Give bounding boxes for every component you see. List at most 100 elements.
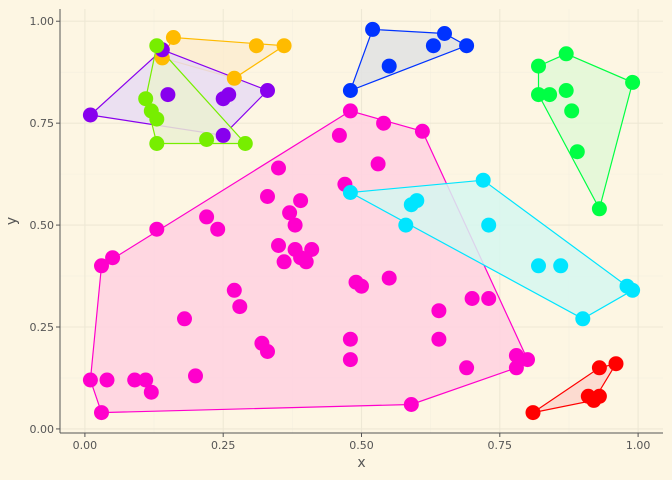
data-point-cluster-3 bbox=[381, 58, 397, 74]
data-point-cluster-0 bbox=[105, 250, 121, 266]
data-point-cluster-1 bbox=[531, 258, 546, 274]
data-point-cluster-0 bbox=[149, 221, 165, 237]
data-point-cluster-7 bbox=[149, 136, 165, 151]
data-point-cluster-0 bbox=[464, 291, 480, 306]
data-point-cluster-5 bbox=[248, 38, 264, 54]
data-point-cluster-0 bbox=[260, 344, 275, 359]
data-point-cluster-7 bbox=[237, 136, 253, 151]
y-tick-label: 0.50 bbox=[30, 219, 55, 232]
x-tick-label: 0.25 bbox=[211, 439, 236, 452]
data-point-cluster-0 bbox=[370, 156, 386, 172]
data-point-cluster-6 bbox=[260, 83, 275, 98]
data-point-cluster-0 bbox=[94, 258, 109, 274]
data-point-cluster-0 bbox=[127, 372, 143, 388]
y-tick-label: 0.25 bbox=[30, 321, 55, 334]
y-tick-label: 0.00 bbox=[30, 423, 55, 436]
data-point-cluster-3 bbox=[342, 83, 358, 98]
data-point-cluster-2 bbox=[625, 74, 641, 90]
data-point-cluster-6 bbox=[160, 87, 176, 103]
data-point-cluster-7 bbox=[138, 91, 154, 107]
data-point-cluster-0 bbox=[354, 278, 369, 294]
data-point-cluster-1 bbox=[481, 217, 497, 233]
data-point-cluster-2 bbox=[591, 201, 607, 217]
data-point-cluster-6 bbox=[82, 107, 98, 123]
x-tick-label: 0.00 bbox=[73, 439, 98, 452]
data-point-cluster-5 bbox=[226, 70, 242, 86]
x-tick-label: 0.75 bbox=[488, 439, 513, 452]
data-point-cluster-5 bbox=[276, 38, 292, 54]
data-point-cluster-0 bbox=[99, 372, 115, 388]
data-point-cluster-0 bbox=[287, 217, 303, 233]
data-point-cluster-2 bbox=[531, 58, 546, 74]
data-point-cluster-0 bbox=[342, 103, 358, 119]
data-point-cluster-0 bbox=[293, 193, 309, 209]
data-point-cluster-0 bbox=[431, 331, 447, 347]
data-point-cluster-0 bbox=[210, 221, 226, 237]
data-point-cluster-0 bbox=[226, 282, 242, 298]
data-points bbox=[82, 21, 641, 421]
x-axis-title: x bbox=[357, 455, 365, 471]
data-point-cluster-0 bbox=[381, 270, 397, 286]
data-point-cluster-1 bbox=[409, 193, 425, 209]
data-point-cluster-6 bbox=[215, 127, 231, 143]
data-point-cluster-0 bbox=[199, 209, 215, 225]
data-point-cluster-0 bbox=[459, 360, 475, 376]
data-point-cluster-0 bbox=[138, 372, 154, 388]
y-tick-label: 0.75 bbox=[30, 117, 55, 130]
data-point-cluster-5 bbox=[165, 30, 181, 45]
data-point-cluster-7 bbox=[149, 111, 165, 127]
data-point-cluster-0 bbox=[414, 123, 430, 139]
data-point-cluster-0 bbox=[260, 189, 275, 204]
data-point-cluster-3 bbox=[365, 21, 381, 37]
data-point-cluster-0 bbox=[276, 254, 292, 270]
data-point-cluster-7 bbox=[149, 38, 165, 54]
data-point-cluster-0 bbox=[82, 372, 98, 388]
data-point-cluster-2 bbox=[558, 46, 574, 62]
data-point-cluster-3 bbox=[425, 38, 441, 54]
data-point-cluster-4 bbox=[525, 405, 541, 421]
data-point-cluster-3 bbox=[437, 26, 452, 41]
data-point-cluster-1 bbox=[398, 217, 414, 233]
y-tick-label: 1.00 bbox=[30, 15, 55, 28]
data-point-cluster-0 bbox=[403, 397, 419, 412]
y-axis-title: y bbox=[4, 217, 20, 225]
data-point-cluster-0 bbox=[188, 368, 203, 384]
data-point-cluster-0 bbox=[342, 331, 358, 347]
data-point-cluster-0 bbox=[520, 352, 535, 368]
data-point-cluster-6 bbox=[221, 87, 237, 103]
data-point-cluster-4 bbox=[591, 388, 607, 404]
data-point-cluster-2 bbox=[531, 87, 546, 103]
data-point-cluster-4 bbox=[608, 356, 624, 372]
data-point-cluster-1 bbox=[553, 258, 569, 274]
data-point-cluster-2 bbox=[569, 144, 585, 160]
data-point-cluster-0 bbox=[143, 384, 159, 400]
data-point-cluster-0 bbox=[304, 242, 320, 257]
data-point-cluster-2 bbox=[558, 83, 574, 98]
data-point-cluster-0 bbox=[376, 115, 392, 131]
data-point-cluster-2 bbox=[564, 103, 580, 119]
data-point-cluster-3 bbox=[459, 38, 475, 54]
data-point-cluster-7 bbox=[199, 132, 215, 147]
data-point-cluster-0 bbox=[271, 160, 286, 176]
x-tick-label: 1.00 bbox=[626, 439, 651, 452]
data-point-cluster-0 bbox=[508, 360, 524, 376]
data-point-cluster-0 bbox=[342, 352, 358, 368]
data-point-cluster-0 bbox=[431, 303, 447, 319]
data-point-cluster-0 bbox=[282, 205, 298, 221]
data-point-cluster-1 bbox=[575, 311, 591, 327]
data-point-cluster-0 bbox=[232, 299, 248, 315]
data-point-cluster-0 bbox=[94, 405, 109, 421]
data-point-cluster-1 bbox=[625, 282, 641, 298]
data-point-cluster-0 bbox=[331, 127, 347, 143]
data-point-cluster-1 bbox=[475, 172, 491, 188]
data-point-cluster-1 bbox=[342, 185, 358, 200]
data-point-cluster-2 bbox=[542, 87, 558, 103]
data-point-cluster-0 bbox=[271, 238, 286, 253]
axes: 0.00 0.25 0.50 0.75 1.00 0.00 0.25 0.50 0.75 1.00 bbox=[30, 9, 663, 452]
x-tick-label: 0.50 bbox=[349, 439, 374, 452]
data-point-cluster-0 bbox=[481, 291, 497, 306]
data-point-cluster-0 bbox=[177, 311, 192, 327]
data-point-cluster-0 bbox=[298, 254, 314, 270]
data-point-cluster-4 bbox=[591, 360, 607, 376]
